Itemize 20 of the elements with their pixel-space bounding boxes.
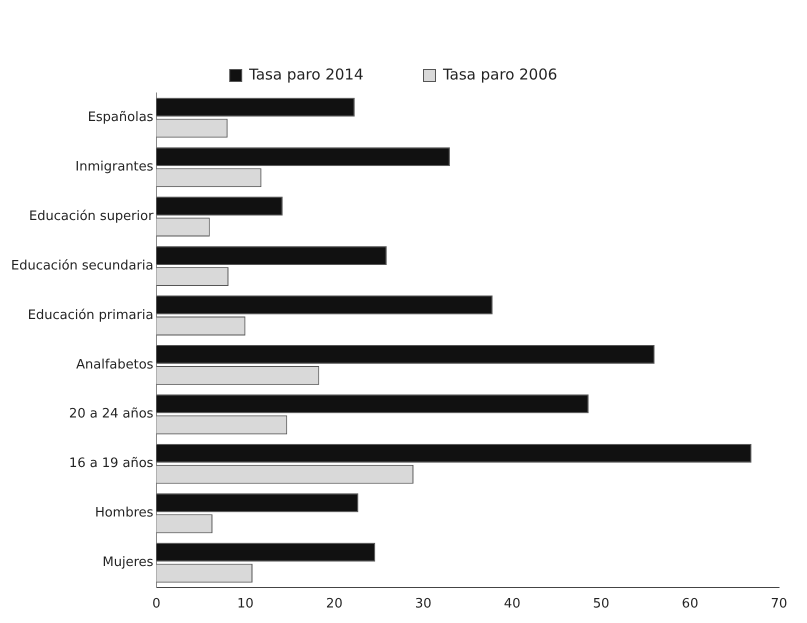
x-tick-label: 30 xyxy=(414,596,432,612)
y-tick-label: Educación superior xyxy=(29,208,154,224)
x-tick-label: 70 xyxy=(770,596,788,612)
y-tick-label: Españolas xyxy=(88,110,154,126)
y-tick-label: Educación primaria xyxy=(28,308,154,323)
y-tick-label: Hombres xyxy=(94,506,154,521)
y-tick-label: 20 a 24 años xyxy=(69,406,154,422)
x-tick-label: 60 xyxy=(682,596,698,612)
x-tick-label: 0 xyxy=(152,596,161,612)
x-tick-label: 10 xyxy=(237,596,254,612)
x-tick-label: 40 xyxy=(504,596,520,612)
y-tick-label: Inmigrantes xyxy=(75,160,154,175)
y-tick-label: Analfabetos xyxy=(76,357,154,372)
legend-label: Tasa paro 2014 xyxy=(248,65,364,84)
legend-label: Tasa paro 2006 xyxy=(442,65,558,84)
y-tick-label: Mujeres xyxy=(102,555,154,570)
y-tick-label: Educación secundaria xyxy=(10,258,154,274)
y-tick-label: 16 a 19 años xyxy=(69,456,154,472)
x-tick-label: 50 xyxy=(592,596,610,612)
x-tick-label: 20 xyxy=(326,596,343,612)
